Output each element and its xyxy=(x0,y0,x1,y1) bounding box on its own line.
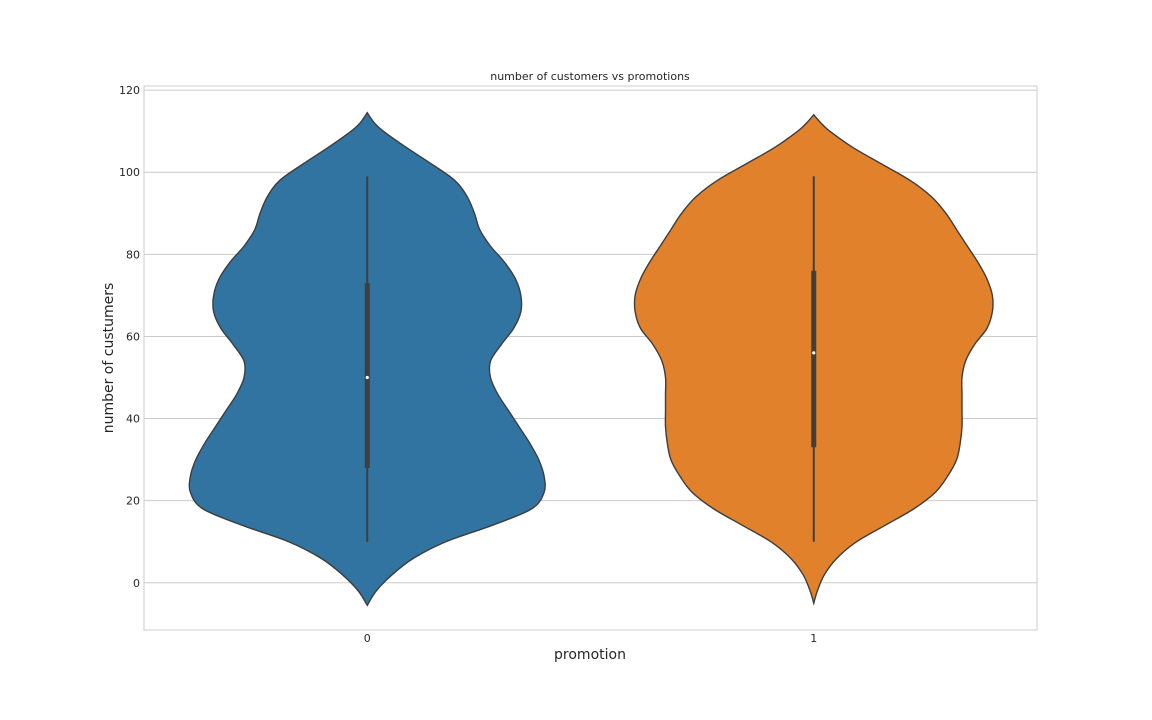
violin-median xyxy=(365,375,369,380)
y-tick-label: 120 xyxy=(119,84,140,97)
y-tick-labels: 0 20 40 60 80 100 120 xyxy=(119,84,140,590)
chart-title: number of customers vs promotions xyxy=(490,70,690,83)
y-axis-label: number of custumers xyxy=(101,283,117,434)
y-tick-label: 0 xyxy=(133,577,140,590)
y-tick-label: 80 xyxy=(126,248,140,261)
y-tick-label: 40 xyxy=(126,413,140,426)
violins xyxy=(188,111,994,607)
x-tick-label: 0 xyxy=(364,632,371,645)
y-tick-label: 60 xyxy=(126,330,140,343)
x-tick-label: 1 xyxy=(810,632,817,645)
y-tick-label: 20 xyxy=(126,495,140,508)
x-axis-label: promotion xyxy=(554,647,626,663)
y-tick-label: 100 xyxy=(119,166,140,179)
violin-median xyxy=(812,351,816,355)
